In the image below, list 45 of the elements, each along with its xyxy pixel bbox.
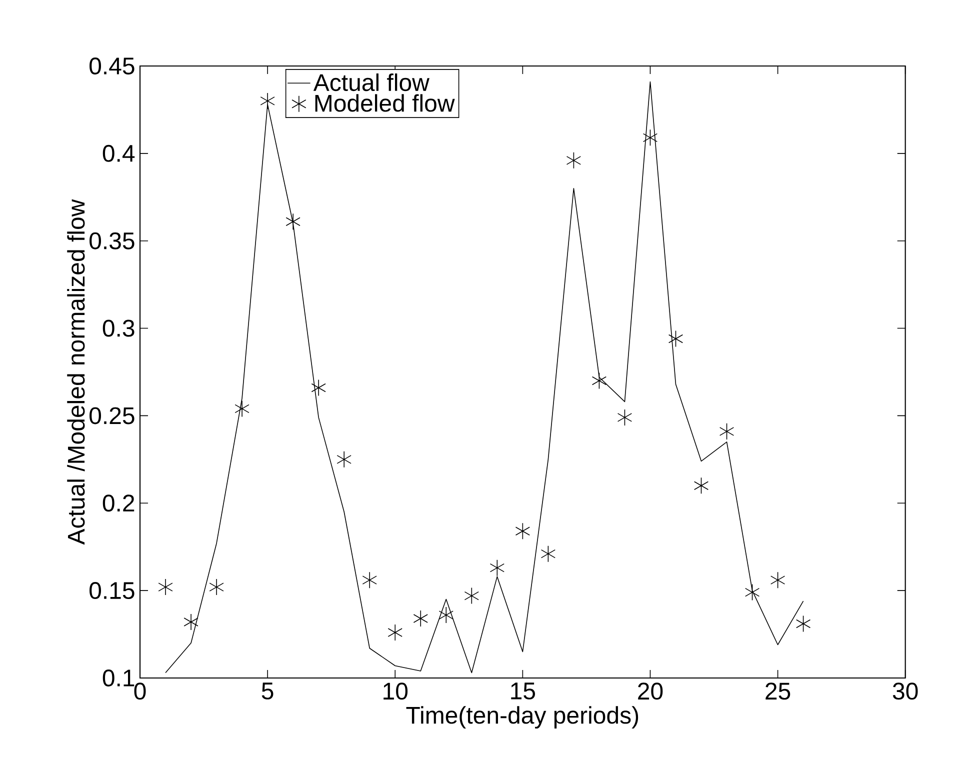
point	[311, 379, 326, 396]
point	[184, 614, 198, 630]
y-tick-label: 0.4	[102, 144, 135, 162]
point	[464, 587, 479, 604]
legend-label: Actual flow	[313, 73, 430, 92]
point	[592, 372, 607, 390]
point	[694, 477, 709, 494]
y-tick-label: 0.3	[102, 320, 134, 337]
point	[336, 451, 352, 468]
point	[617, 409, 632, 426]
x-axis-title: Time(ten-day periods)	[406, 706, 638, 729]
point	[388, 624, 402, 641]
y-tick-label: 0.1	[102, 669, 134, 686]
point	[642, 129, 658, 146]
y-axis-title: Actual /Modeled normalized flow	[67, 199, 85, 545]
x-tick-label: 10	[384, 682, 408, 700]
legend-label: Modeled flow	[315, 94, 455, 112]
y-tick-label: 0.25	[90, 407, 134, 424]
point	[438, 606, 454, 624]
point	[566, 152, 582, 169]
y-tick-label: 0.2	[102, 494, 134, 512]
point	[719, 423, 734, 440]
point	[668, 330, 684, 348]
point	[796, 615, 811, 632]
point	[540, 545, 556, 562]
point	[158, 578, 173, 596]
y-tick-label: 0.35	[90, 232, 134, 250]
point	[362, 572, 377, 588]
x-tick-label: 0	[134, 682, 146, 700]
point	[209, 578, 224, 596]
point	[286, 213, 300, 230]
x-tick-label: 15	[511, 682, 536, 700]
x-tick-label: 20	[638, 682, 663, 700]
point	[260, 92, 275, 110]
point	[744, 584, 760, 601]
point	[490, 559, 504, 576]
y-tick-label: 0.15	[90, 582, 134, 600]
point	[515, 522, 530, 540]
y-tick-label: 0.45	[90, 57, 134, 74]
x-tick-label: 5	[262, 682, 274, 700]
point	[770, 572, 786, 588]
point	[234, 400, 250, 418]
x-tick-label: 25	[766, 682, 790, 700]
x-tick-label: 30	[892, 682, 918, 700]
point	[413, 610, 428, 627]
